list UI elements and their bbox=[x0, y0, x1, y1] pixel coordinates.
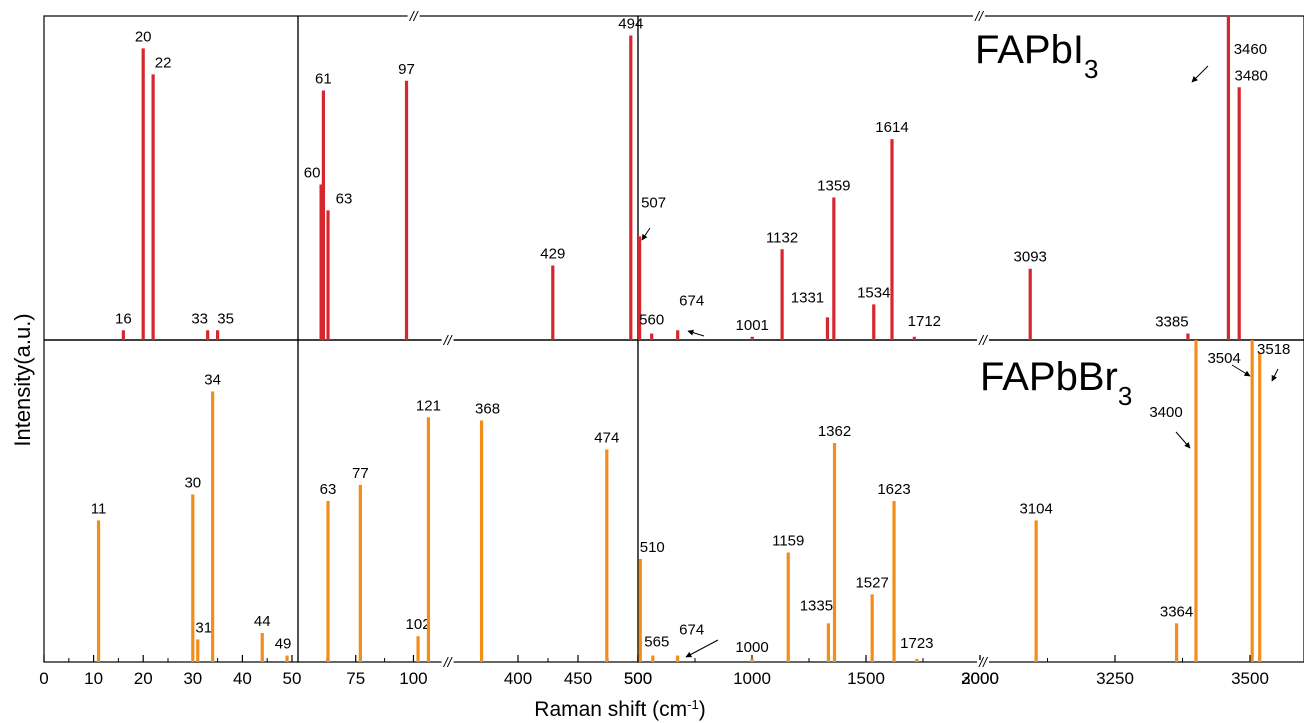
x-tick-label: 3000 bbox=[961, 669, 999, 688]
series-label-fapbbr3: FAPbBr3 bbox=[980, 355, 1132, 411]
axis-break: // bbox=[443, 654, 454, 670]
peak-label-fapbbr3-1723: 1723 bbox=[900, 635, 933, 652]
peak-label-fapbi3-1331: 1331 bbox=[791, 289, 824, 306]
peak-label-fapbbr3-63: 63 bbox=[320, 481, 337, 498]
peak-label-fapbbr3-34: 34 bbox=[204, 372, 221, 389]
peak-label-fapbbr3-1623: 1623 bbox=[877, 481, 910, 498]
x-tick-label: 2000 bbox=[961, 669, 999, 688]
peak-label-fapbi3-494: 494 bbox=[618, 15, 643, 32]
peak-label-fapbi3-20: 20 bbox=[135, 28, 152, 45]
peak-arrow-fapbi3-507 bbox=[641, 227, 651, 241]
x-tick-label: 500 bbox=[624, 669, 652, 688]
x-tick-label: 3250 bbox=[1096, 669, 1134, 688]
series-label-fapbi3: FAPbI3 bbox=[975, 28, 1098, 84]
peak-arrow-fapbbr3-674 bbox=[685, 639, 719, 658]
axis-break: // bbox=[974, 8, 985, 24]
x-tick-label: 1500 bbox=[847, 669, 885, 688]
x-tick-label: 40 bbox=[233, 669, 252, 688]
x-tick-label: 450 bbox=[564, 669, 592, 688]
x-tick-label: 1000 bbox=[733, 669, 771, 688]
peak-label-fapbbr3-1000: 1000 bbox=[735, 639, 768, 656]
x-tick-label: 30 bbox=[183, 669, 202, 688]
peak-label-fapbi3-560: 560 bbox=[639, 312, 664, 329]
axis-break: // bbox=[978, 654, 989, 670]
x-tick-label: 500 bbox=[624, 669, 652, 688]
peak-label-fapbbr3-121: 121 bbox=[416, 397, 441, 414]
peak-label-fapbbr3-44: 44 bbox=[254, 613, 271, 630]
y-axis-label: Intensity(a.u.) bbox=[10, 313, 35, 446]
peak-label-fapbi3-3460: 3460 bbox=[1234, 41, 1267, 58]
peak-arrow-fapbbr3-3518 bbox=[1271, 368, 1279, 382]
peak-label-fapbbr3-31: 31 bbox=[195, 619, 212, 636]
peak-label-fapbbr3-510: 510 bbox=[640, 539, 665, 556]
axis-break: // bbox=[978, 332, 989, 348]
peak-label-fapbi3-507: 507 bbox=[641, 194, 666, 211]
peak-label-fapbbr3-3518: 3518 bbox=[1257, 341, 1290, 358]
peak-label-fapbi3-1534: 1534 bbox=[857, 284, 890, 301]
peak-label-fapbbr3-3400: 3400 bbox=[1149, 404, 1182, 421]
peak-label-fapbbr3-49: 49 bbox=[275, 636, 292, 653]
axis-break-gap bbox=[976, 660, 989, 664]
x-tick-label: 3500 bbox=[1231, 669, 1269, 688]
axis-break-gap bbox=[407, 14, 420, 18]
peak-label-fapbi3-1712: 1712 bbox=[908, 313, 941, 330]
x-tick-label: 400 bbox=[504, 669, 532, 688]
peak-label-fapbi3-1359: 1359 bbox=[817, 177, 850, 194]
x-tick-label: 50 bbox=[283, 669, 302, 688]
axis-break-gap bbox=[976, 338, 989, 342]
peak-arrow-fapbi3-674 bbox=[687, 329, 705, 337]
peak-label-fapbbr3-3104: 3104 bbox=[1019, 500, 1052, 517]
peak-label-fapbbr3-1335: 1335 bbox=[800, 597, 833, 614]
peak-label-fapbi3-97: 97 bbox=[398, 61, 415, 78]
axis-break: // bbox=[443, 332, 454, 348]
axis-break-gap bbox=[441, 338, 454, 342]
peak-label-fapbi3-35: 35 bbox=[217, 310, 234, 327]
peak-label-fapbbr3-474: 474 bbox=[594, 429, 619, 446]
peak-label-fapbbr3-3504: 3504 bbox=[1207, 350, 1240, 367]
peak-label-fapbbr3-674: 674 bbox=[679, 622, 704, 639]
peak-label-fapbi3-22: 22 bbox=[155, 54, 172, 71]
peak-label-fapbi3-1001: 1001 bbox=[736, 317, 769, 334]
peak-label-fapbi3-61: 61 bbox=[315, 71, 332, 88]
peak-label-fapbi3-60: 60 bbox=[304, 164, 321, 181]
panel-frame-low bbox=[43, 15, 299, 663]
peak-label-fapbi3-33: 33 bbox=[191, 310, 208, 327]
peak-label-fapbbr3-102: 102 bbox=[406, 616, 431, 633]
peak-label-fapbi3-674: 674 bbox=[679, 292, 704, 309]
peak-label-fapbbr3-1527: 1527 bbox=[855, 574, 888, 591]
peak-label-fapbi3-16: 16 bbox=[115, 310, 132, 327]
x-tick-label: 100 bbox=[399, 669, 427, 688]
peak-label-fapbbr3-3364: 3364 bbox=[1160, 603, 1193, 620]
peak-label-fapbi3-3093: 3093 bbox=[1014, 249, 1047, 266]
axis-break: // bbox=[409, 8, 420, 24]
peak-label-fapbi3-3385: 3385 bbox=[1155, 314, 1188, 331]
peak-label-fapbbr3-565: 565 bbox=[644, 634, 669, 651]
peak-label-fapbbr3-368: 368 bbox=[475, 401, 500, 418]
peak-arrow-fapbbr3-3400 bbox=[1175, 431, 1191, 449]
peak-label-fapbbr3-77: 77 bbox=[352, 465, 369, 482]
panel-frame-mid bbox=[297, 15, 639, 663]
peak-arrow-fapbbr3-3504 bbox=[1231, 364, 1251, 377]
x-tick-label: 20 bbox=[134, 669, 153, 688]
peak-label-fapbbr3-30: 30 bbox=[184, 475, 201, 492]
peak-label-fapbbr3-11: 11 bbox=[91, 500, 107, 517]
panel-frame-high bbox=[637, 15, 1304, 663]
axis-break-gap bbox=[441, 660, 454, 664]
x-tick-label: 75 bbox=[346, 669, 365, 688]
peak-label-fapbi3-1614: 1614 bbox=[875, 119, 908, 136]
peak-label-fapbi3-3480: 3480 bbox=[1235, 67, 1268, 84]
peak-label-fapbbr3-1159: 1159 bbox=[772, 533, 804, 550]
x-axis-label: Raman shift (cm-1) bbox=[534, 697, 705, 722]
peak-label-fapbi3-63: 63 bbox=[336, 190, 353, 207]
peak-label-fapbi3-429: 429 bbox=[540, 245, 565, 262]
peak-arrow-fapbi3-3460 bbox=[1191, 65, 1209, 83]
x-tick-label: 0 bbox=[39, 669, 48, 688]
x-tick-label: 10 bbox=[84, 669, 103, 688]
peak-label-fapbbr3-1362: 1362 bbox=[818, 423, 851, 440]
axis-break-gap bbox=[972, 14, 985, 18]
peak-label-fapbi3-1132: 1132 bbox=[766, 229, 798, 246]
